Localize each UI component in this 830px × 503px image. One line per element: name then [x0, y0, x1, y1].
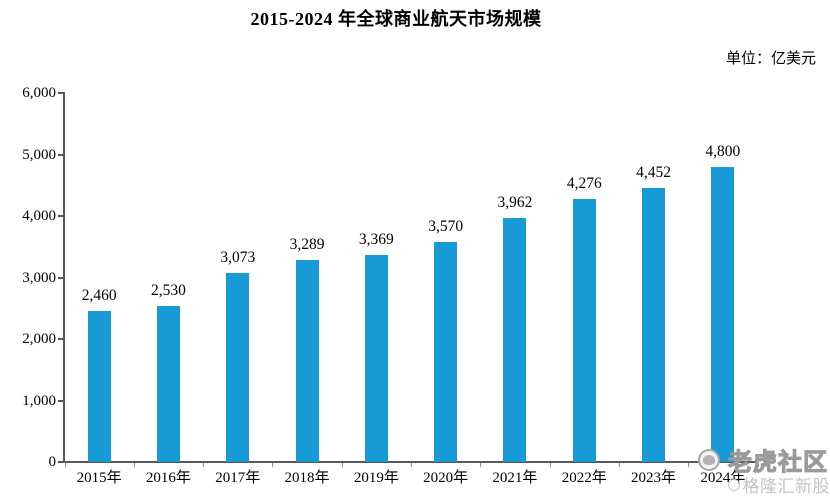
bar-2017年 — [226, 273, 250, 462]
bar-2021年 — [503, 218, 527, 462]
x-tick-label: 2016年 — [145, 470, 191, 486]
y-tick-label: 6,000 — [22, 85, 56, 101]
x-tick-mark — [272, 463, 274, 467]
bar-2015年 — [87, 310, 111, 462]
unit-label: 单位：亿美元 — [725, 51, 816, 67]
bar-2022年 — [572, 199, 596, 462]
y-tick-label: 2,000 — [22, 331, 56, 347]
tiger-community-watermark: 老虎社区 — [698, 442, 828, 477]
x-tick-mark — [549, 463, 551, 467]
bar-value-label: 4,800 — [705, 142, 741, 160]
y-tick-mark — [58, 461, 64, 463]
x-tick-label: 2017年 — [215, 470, 261, 486]
bar-value-label: 4,452 — [636, 164, 671, 182]
x-tick-mark — [64, 463, 66, 467]
bar-value-label: 3,570 — [428, 218, 464, 236]
y-tick-label: 3,000 — [22, 269, 56, 286]
x-tick-mark — [618, 463, 620, 467]
y-tick-label: 5,000 — [22, 146, 56, 163]
x-tick-mark — [203, 463, 205, 467]
y-tick-label: 0 — [48, 454, 57, 470]
bar-2024年 — [711, 166, 735, 462]
x-tick-label: 2023年 — [631, 470, 677, 486]
bar-value-label: 3,289 — [289, 235, 325, 253]
bar-2018年 — [295, 259, 319, 462]
bar-value-label: 3,369 — [358, 230, 394, 248]
x-tick-label: 2020年 — [423, 470, 469, 486]
x-tick-label: 2019年 — [353, 470, 399, 486]
x-tick-mark — [133, 463, 135, 467]
bar-value-label: 4,276 — [566, 175, 602, 193]
bar-2016年 — [156, 306, 180, 462]
gelonghui-watermark: 格隆汇新股 — [727, 472, 830, 497]
x-tick-mark — [480, 463, 482, 467]
tiger-logo-icon — [698, 448, 720, 471]
bar-2020年 — [434, 242, 458, 462]
y-tick-mark — [58, 338, 64, 340]
bar-2019年 — [364, 254, 388, 462]
y-tick-label: 4,000 — [22, 208, 56, 224]
tiger-community-watermark-label: 老虎社区 — [728, 449, 828, 477]
bar-2023年 — [642, 188, 666, 462]
x-tick-label: 2018年 — [284, 470, 330, 486]
bar-value-label: 2,530 — [151, 282, 186, 300]
x-tick-mark — [757, 463, 759, 467]
y-tick-mark — [58, 153, 64, 156]
bar-value-label: 3,962 — [497, 194, 533, 212]
x-tick-mark — [688, 463, 690, 467]
y-tick-mark — [58, 215, 64, 217]
x-tick-mark — [341, 463, 343, 467]
y-tick-mark — [58, 92, 64, 94]
gelonghui-watermark-label: 格隆汇新股 — [742, 477, 830, 496]
chart-title: 2015-2024 年全球商业航天市场规模 — [250, 9, 542, 29]
y-tick-mark — [58, 276, 64, 279]
bar-value-label: 2,460 — [81, 286, 117, 304]
x-tick-label: 2015年 — [76, 470, 122, 486]
y-tick-label: 1,000 — [22, 392, 56, 409]
x-axis-line — [63, 461, 758, 463]
x-tick-label: 2021年 — [492, 470, 538, 486]
gelonghui-logo-icon — [727, 478, 740, 491]
bar-value-label: 3,073 — [220, 249, 256, 266]
y-axis-line — [63, 92, 65, 463]
x-tick-label: 2022年 — [561, 470, 607, 486]
x-tick-mark — [411, 463, 412, 467]
y-tick-mark — [58, 399, 64, 402]
